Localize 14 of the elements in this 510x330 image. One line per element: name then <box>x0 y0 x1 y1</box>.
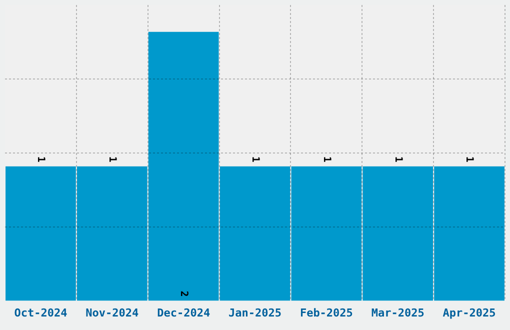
x-tick-label: Apr-2025 <box>442 306 496 320</box>
data-label: 1 <box>249 156 260 162</box>
x-tick-label: Dec-2024 <box>157 306 210 320</box>
x-tick-label: Jan-2025 <box>228 306 282 320</box>
x-tick-label: Nov-2024 <box>86 306 140 320</box>
data-label: 2 <box>178 290 189 297</box>
x-tick-label: Oct-2024 <box>14 306 68 320</box>
data-label: 1 <box>392 156 404 162</box>
data-label: 1 <box>320 156 332 162</box>
x-tick-label: Feb-2025 <box>300 306 353 320</box>
data-label: 1 <box>464 156 475 162</box>
x-tick-label: Mar-2025 <box>371 306 424 320</box>
data-label: 1 <box>35 156 46 162</box>
data-label: 1 <box>106 156 118 162</box>
